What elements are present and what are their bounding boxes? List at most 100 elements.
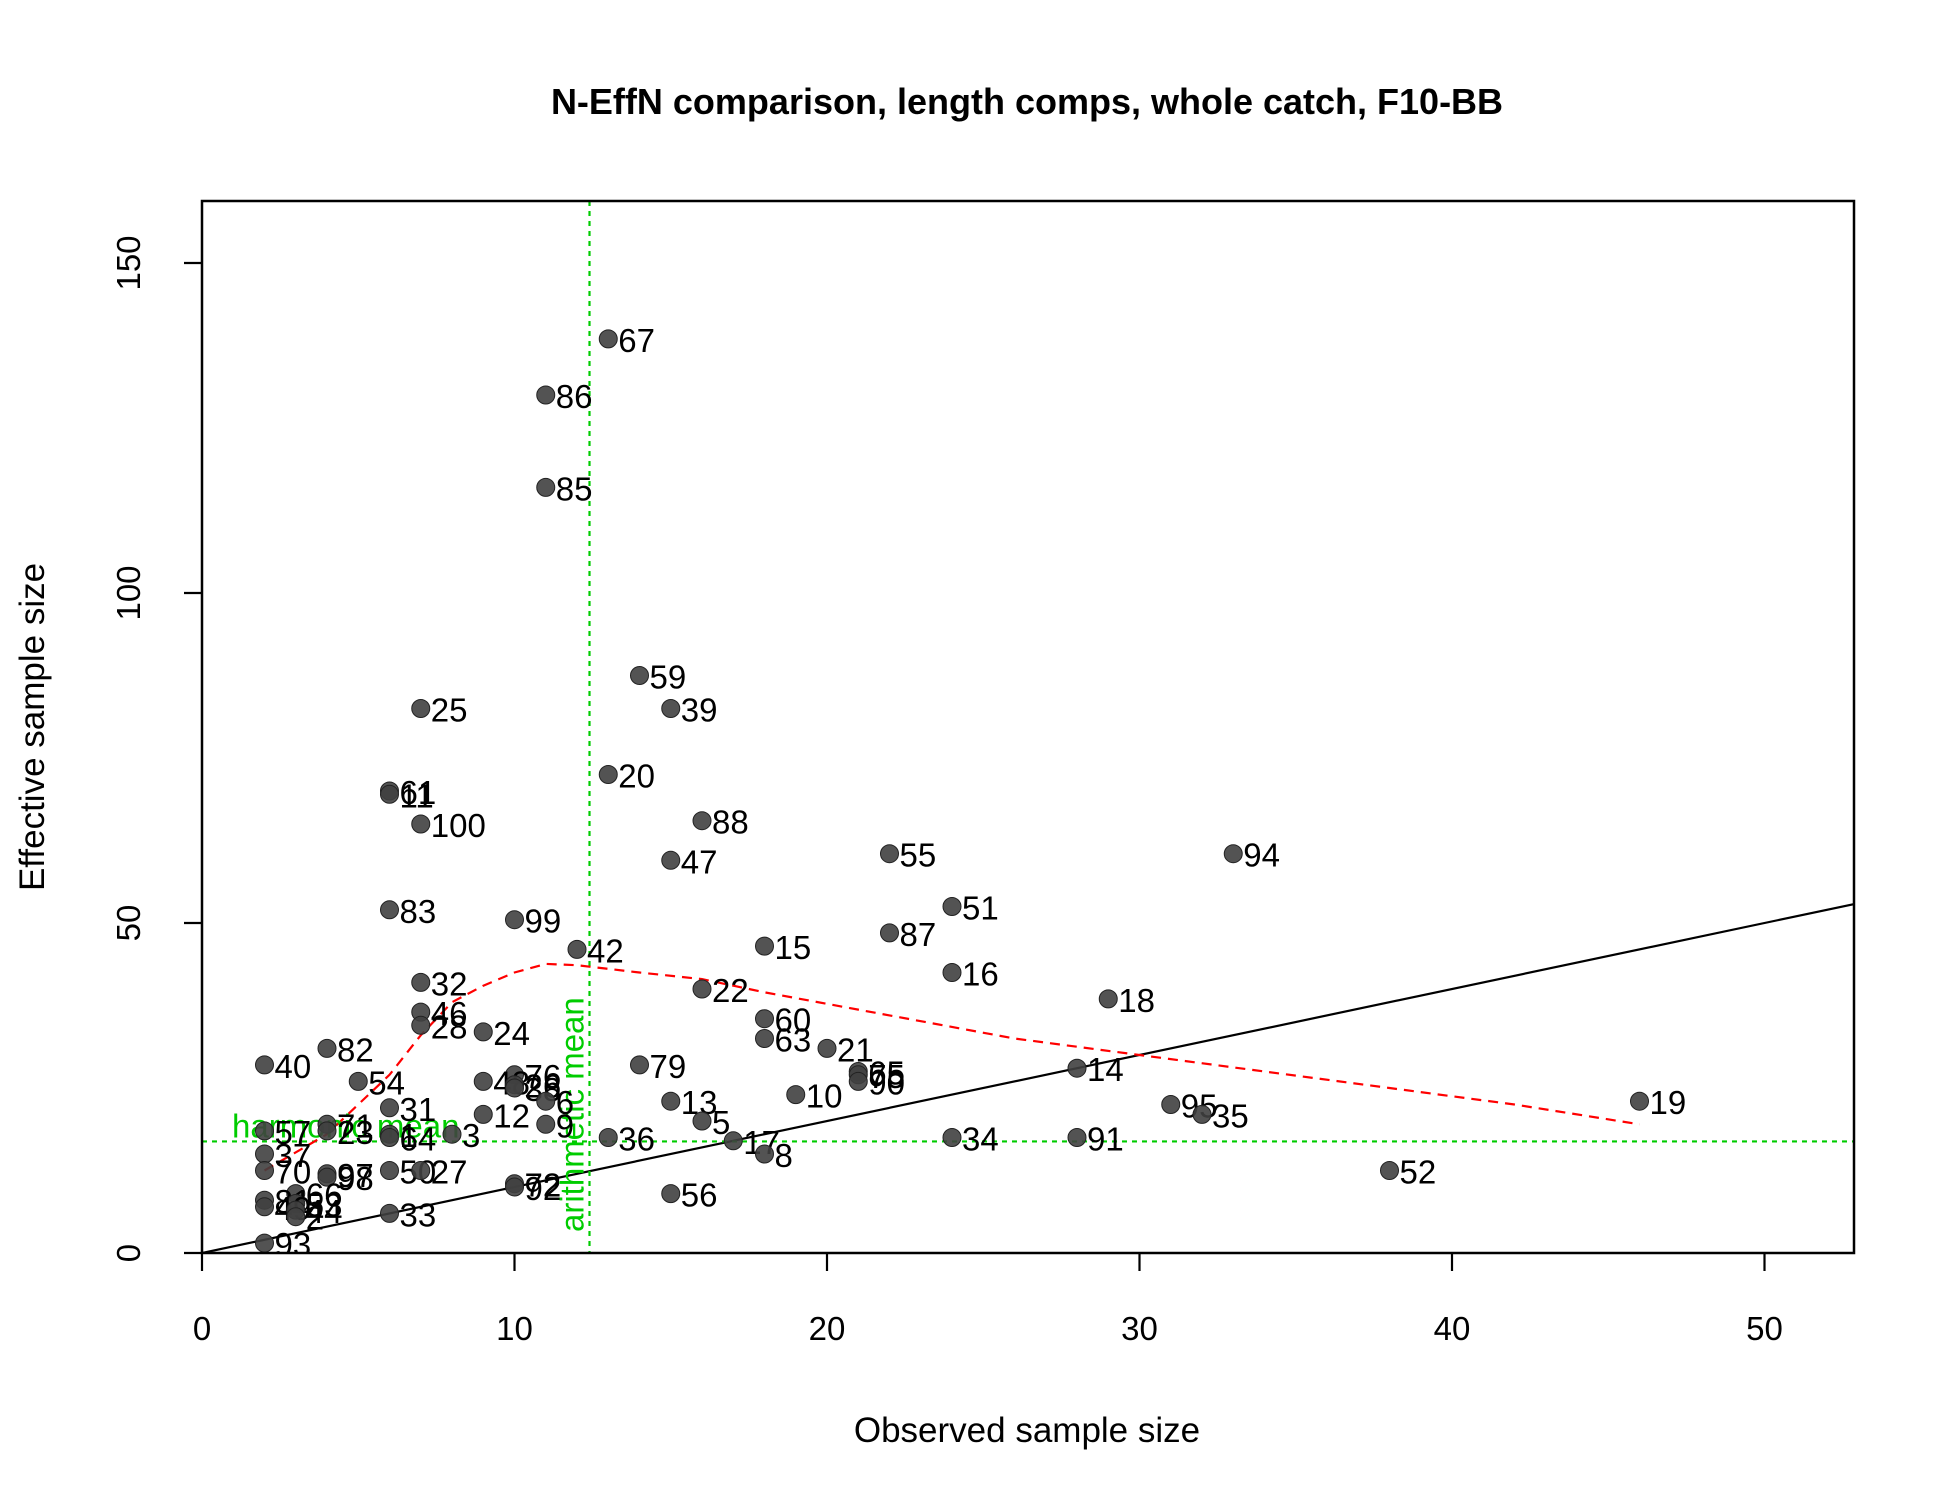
y-tick-label: 100 <box>110 565 147 620</box>
point-label: 72 <box>525 1167 562 1204</box>
point-label: 36 <box>618 1121 655 1158</box>
point-label: 83 <box>400 893 437 930</box>
point-label: 54 <box>368 1064 405 1101</box>
data-point <box>255 1197 274 1217</box>
data-point <box>755 1009 774 1029</box>
data-point <box>817 1038 837 1058</box>
data-point <box>255 1121 274 1141</box>
data-point <box>723 1131 743 1151</box>
data-point <box>255 1144 274 1164</box>
point-label: 11 <box>400 777 434 814</box>
point-label: 52 <box>1400 1154 1437 1191</box>
data-point <box>1161 1095 1181 1114</box>
data-point <box>880 844 899 864</box>
point-label: 47 <box>681 843 718 880</box>
y-axis-title: Effective sample size <box>13 563 52 891</box>
data-point <box>1380 1161 1399 1180</box>
data-point <box>411 1015 431 1035</box>
point-label: 76 <box>525 1058 562 1095</box>
data-point <box>1223 844 1243 864</box>
point-label: 9 <box>556 1107 574 1144</box>
data-point <box>598 329 618 349</box>
data-point <box>380 1203 399 1223</box>
point-label: 10 <box>806 1078 843 1115</box>
point-label: 97 <box>337 1157 374 1194</box>
point-label: 82 <box>337 1031 374 1068</box>
data-point <box>380 1098 399 1118</box>
plot-frame <box>200 199 1856 1255</box>
point-label: 32 <box>431 965 468 1002</box>
x-tick-label: 40 <box>1434 1310 1471 1347</box>
data-point <box>473 1071 493 1091</box>
data-point <box>692 811 712 831</box>
x-axis-title: Observed sample size <box>854 1411 1200 1450</box>
data-point <box>880 923 899 943</box>
data-point <box>755 936 774 956</box>
data-point <box>848 1071 868 1091</box>
point-label: 65 <box>868 1055 905 1092</box>
data-point <box>536 385 556 405</box>
point-label: 21 <box>837 1031 874 1068</box>
point-label: 33 <box>400 1196 437 1233</box>
point-label: 92 <box>525 1170 562 1207</box>
point-label: 64 <box>400 1121 437 1158</box>
point-label: 51 <box>962 890 999 927</box>
point-label: 6 <box>556 1084 574 1121</box>
point-label: 71 <box>337 1107 374 1144</box>
x-tick-label: 50 <box>1746 1310 1783 1347</box>
data-point <box>1630 1091 1649 1111</box>
point-label: 40 <box>275 1048 312 1085</box>
data-point <box>286 1207 306 1227</box>
point-label: 75 <box>868 1058 905 1095</box>
data-point <box>598 1128 618 1147</box>
data-point <box>411 814 431 834</box>
data-point <box>755 1144 774 1164</box>
data-point <box>411 972 431 992</box>
point-label: 2 <box>306 1200 324 1237</box>
data-point <box>598 765 618 784</box>
y-tick-label: 50 <box>110 905 147 942</box>
point-label: 19 <box>1650 1084 1687 1121</box>
point-label: 42 <box>587 932 624 969</box>
data-point <box>411 1161 431 1180</box>
point-label: 53 <box>306 1187 343 1224</box>
point-label: 39 <box>681 692 718 729</box>
point-label: 93 <box>275 1226 312 1263</box>
data-point <box>942 963 962 982</box>
point-label: 28 <box>431 1008 468 1045</box>
point-label: 5 <box>712 1104 730 1141</box>
point-label: 70 <box>275 1154 312 1191</box>
point-label: 85 <box>556 470 593 507</box>
point-label: 14 <box>1087 1051 1124 1088</box>
point-label: 87 <box>900 916 937 953</box>
data-point <box>942 897 962 916</box>
data-point <box>1067 1058 1087 1078</box>
point-label: 31 <box>400 1091 437 1128</box>
data-point <box>1067 1128 1087 1147</box>
data-point <box>505 1078 524 1098</box>
data-point <box>348 1071 368 1091</box>
point-label: 12 <box>493 1097 530 1134</box>
point-label: 20 <box>618 758 655 795</box>
data-point <box>692 979 712 999</box>
data-point <box>942 1128 962 1147</box>
data-point <box>380 784 399 804</box>
point-label: 99 <box>525 903 562 940</box>
point-label: 86 <box>556 378 593 415</box>
point-label: 67 <box>618 322 655 359</box>
data-point <box>536 477 556 497</box>
point-label: 15 <box>775 929 812 966</box>
point-label: 44 <box>306 1193 343 1230</box>
data-point <box>692 1111 712 1131</box>
data-point <box>755 1029 774 1048</box>
point-label: 94 <box>1243 837 1280 874</box>
x-tick-label: 30 <box>1121 1310 1158 1347</box>
data-point <box>630 666 649 685</box>
point-label: 91 <box>1087 1121 1124 1158</box>
point-label: 23 <box>337 1114 374 1151</box>
point-label: 57 <box>275 1114 312 1151</box>
smoother-line <box>263 962 1640 1172</box>
point-label: 55 <box>900 837 937 874</box>
